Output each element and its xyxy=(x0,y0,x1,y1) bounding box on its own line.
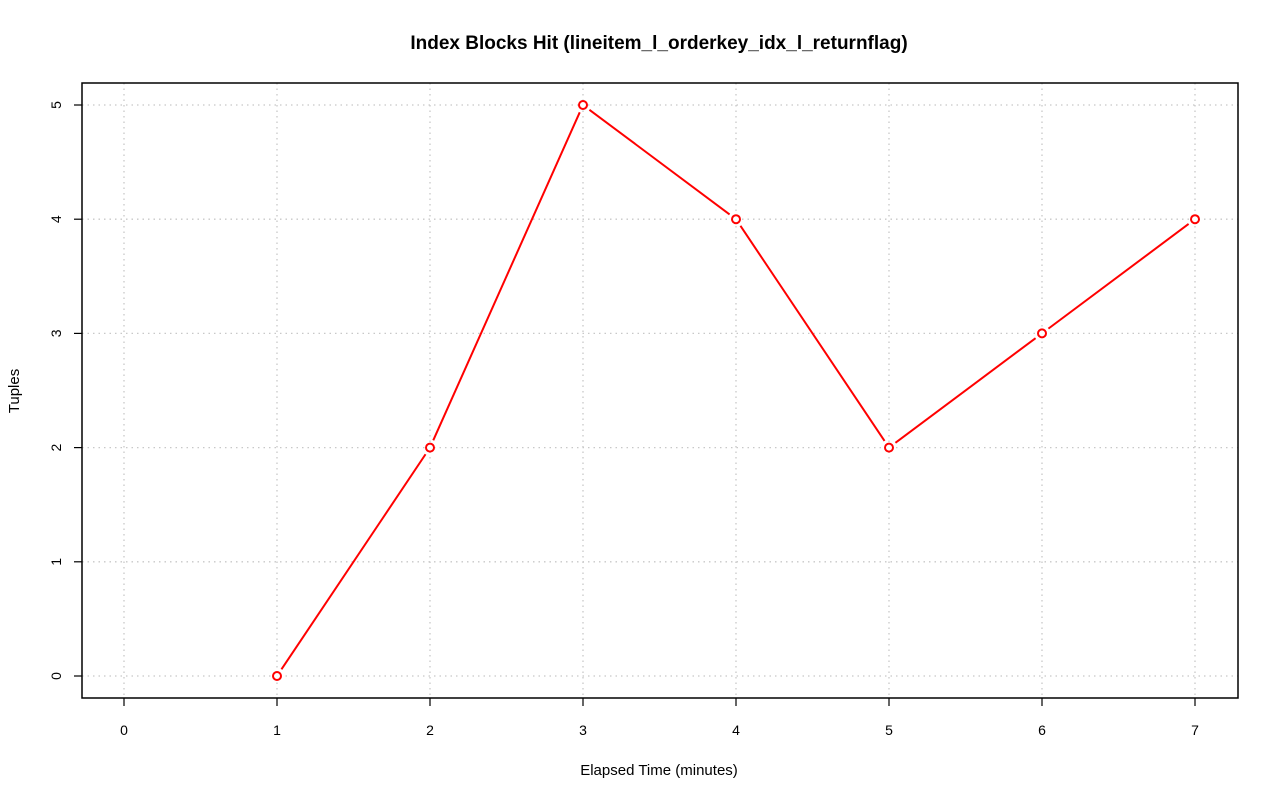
x-tick-label-4: 4 xyxy=(732,722,740,738)
x-tick-label-3: 3 xyxy=(579,722,587,738)
y-tick-label-0: 0 xyxy=(48,672,64,680)
series-0-point-0 xyxy=(272,671,282,681)
series-0-segment-1 xyxy=(432,111,581,441)
data-series xyxy=(272,100,1200,681)
series-0-point-1 xyxy=(425,442,435,453)
x-tick-label-0: 0 xyxy=(120,722,128,738)
x-axis-label: Elapsed Time (minutes) xyxy=(580,762,738,779)
series-0-point-3 xyxy=(731,214,741,225)
chart-title: Index Blocks Hit (lineitem_l_orderkey_id… xyxy=(410,33,907,54)
series-0-segment-0 xyxy=(280,453,427,670)
x-tick-label-5: 5 xyxy=(885,722,893,738)
series-0-segment-5 xyxy=(1047,223,1190,330)
series-0-point-5 xyxy=(1037,328,1047,339)
series-0-point-6 xyxy=(1190,214,1200,225)
series-0-segment-2 xyxy=(588,108,731,216)
series-0-segment-4 xyxy=(894,337,1037,444)
x-axis: 0 1 2 3 4 5 6 7 xyxy=(120,698,1199,738)
x-tick-label-2: 2 xyxy=(426,722,434,738)
x-tick-label-6: 6 xyxy=(1038,722,1046,738)
series-0-segment-3 xyxy=(739,225,886,442)
x-tick-label-7: 7 xyxy=(1191,722,1199,738)
x-tick-label-1: 1 xyxy=(273,722,281,738)
y-tick-label-3: 3 xyxy=(48,329,64,337)
grid-lines xyxy=(82,83,1238,698)
y-tick-label-5: 5 xyxy=(48,101,64,109)
y-axis: 0 1 2 3 4 5 xyxy=(48,101,82,680)
plot-area-frame xyxy=(81,82,1239,699)
y-tick-label-1: 1 xyxy=(48,558,64,566)
series-0-point-2 xyxy=(578,100,588,110)
y-axis-label: Tuples xyxy=(6,369,23,413)
series-0-point-4 xyxy=(884,442,894,453)
y-tick-label-4: 4 xyxy=(48,215,64,223)
y-tick-label-2: 2 xyxy=(48,443,64,451)
